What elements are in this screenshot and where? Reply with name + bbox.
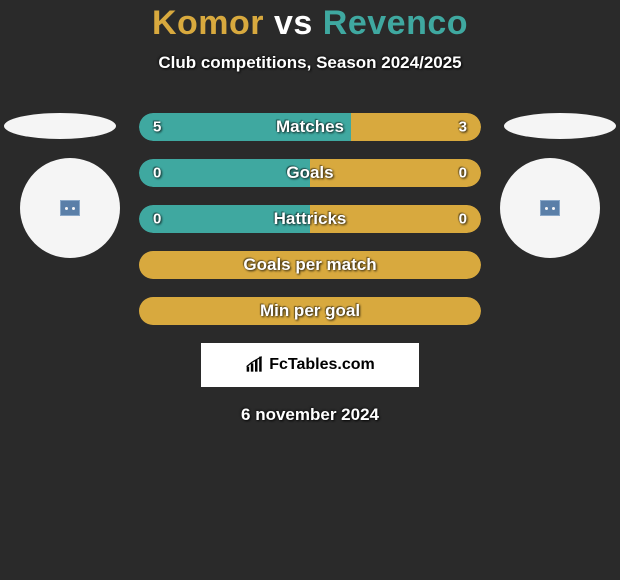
stat-row: 0 0 Hattricks (139, 205, 481, 233)
stat-value-player2: 0 (459, 165, 467, 182)
title-vs: vs (274, 4, 313, 42)
player1-photo-placeholder (4, 113, 116, 139)
stat-value-player1: 5 (153, 119, 161, 136)
stat-label: Goals (286, 163, 333, 183)
player1-crest (20, 158, 120, 258)
stat-row: Min per goal (139, 297, 481, 325)
stat-rows-list: 5 3 Matches 0 0 Goals 0 0 Hattricks Goals per mat… (139, 113, 481, 325)
stat-row: 0 0 Goals (139, 159, 481, 187)
brand-badge: FcTables.com (201, 343, 419, 387)
generation-date: 6 november 2024 (0, 405, 620, 425)
player2-crest (500, 158, 600, 258)
subtitle: Club competitions, Season 2024/2025 (0, 53, 620, 73)
brand-text: FcTables.com (269, 356, 375, 374)
stat-value-player2: 0 (459, 211, 467, 228)
stat-row: 5 3 Matches (139, 113, 481, 141)
crest-placeholder-icon (540, 200, 560, 216)
crest-placeholder-icon (60, 200, 80, 216)
stat-fill-player2 (310, 159, 481, 187)
stat-value-player2: 3 (459, 119, 467, 136)
title-player1: Komor (152, 4, 264, 42)
brand-bars-icon (245, 355, 265, 375)
stat-label: Min per goal (260, 301, 360, 321)
stat-fill-player1 (139, 159, 310, 187)
title-player2: Revenco (323, 4, 468, 42)
stat-label: Matches (276, 117, 344, 137)
stats-area: 5 3 Matches 0 0 Goals 0 0 Hattricks Goals per mat… (0, 113, 620, 325)
stat-value-player1: 0 (153, 211, 161, 228)
stat-value-player1: 0 (153, 165, 161, 182)
stat-label: Hattricks (274, 209, 347, 229)
infographic-root: Komor vs Revenco Club competitions, Seas… (0, 0, 620, 425)
stat-row: Goals per match (139, 251, 481, 279)
page-title: Komor vs Revenco (0, 4, 620, 43)
player2-photo-placeholder (504, 113, 616, 139)
stat-label: Goals per match (243, 255, 376, 275)
